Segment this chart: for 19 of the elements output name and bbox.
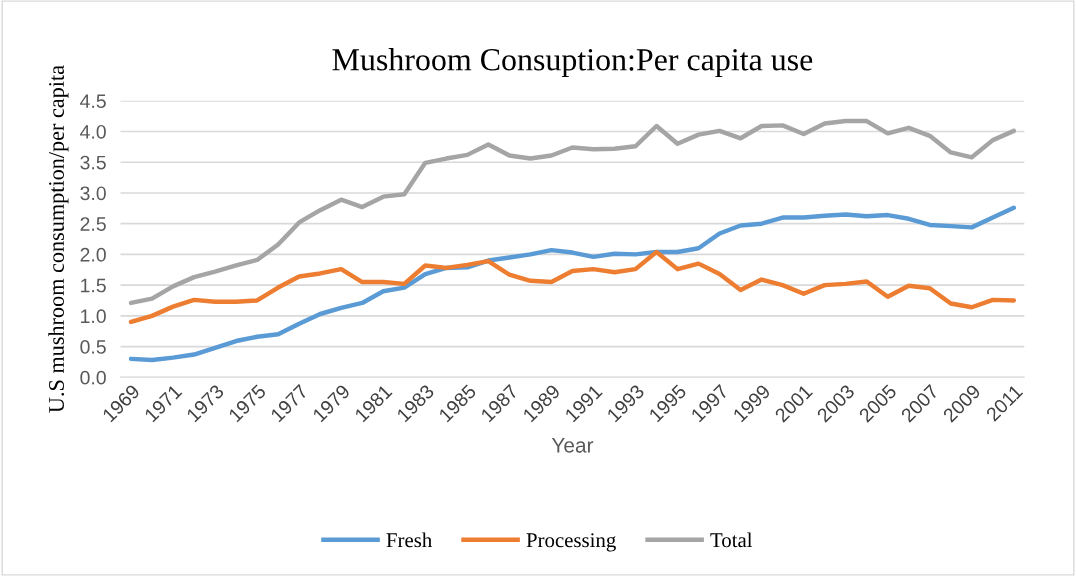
y-tick-label: 0.5 <box>80 340 106 354</box>
y-tick-label: 1.5 <box>81 278 106 293</box>
y-tick-label: 3.5 <box>80 155 106 170</box>
line-series <box>128 118 1017 306</box>
y-tick-label: 2.0 <box>80 247 106 262</box>
x-axis-title: Year <box>551 438 594 453</box>
y-tick-label: 2.5 <box>80 217 106 231</box>
y-tick-label: 1.0 <box>81 309 106 324</box>
y-tick-label: 3.0 <box>80 186 106 201</box>
y-axis-title: U.S mushroom consumption/per capita <box>48 65 69 413</box>
chart-title: Mushroom Consuption:Per capita use <box>332 48 813 78</box>
legend-label: Processing <box>526 533 616 552</box>
legend-label: Fresh <box>386 532 432 548</box>
line-series <box>128 205 1017 363</box>
legend-label: Total <box>710 532 753 548</box>
y-tick-label: 4.5 <box>80 94 106 109</box>
y-tick-label: 4.0 <box>80 124 106 139</box>
y-tick-label: 0.0 <box>80 370 106 385</box>
line-series <box>128 249 1017 325</box>
